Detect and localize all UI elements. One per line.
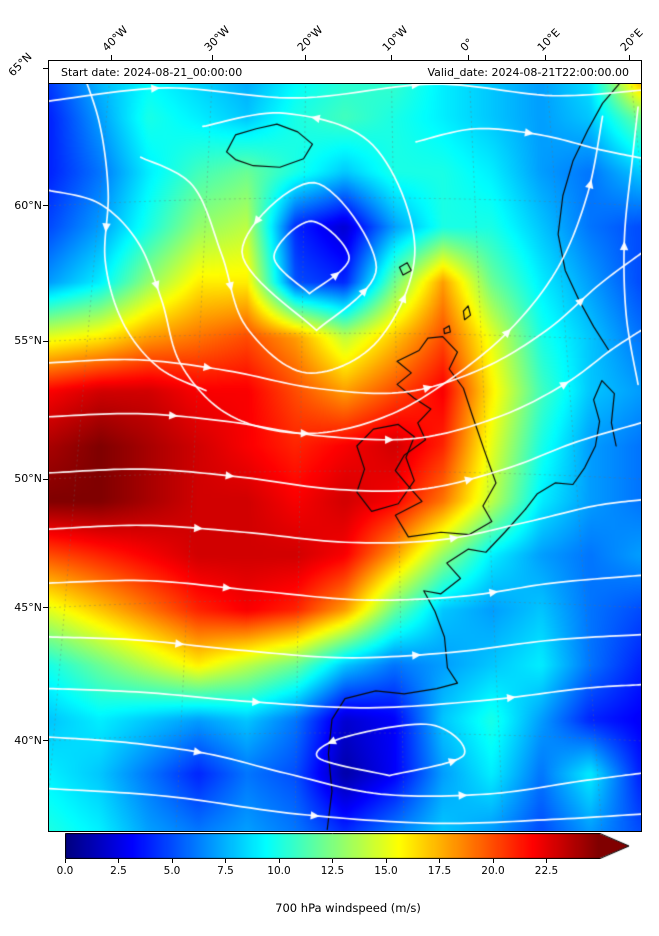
colorbar-tick — [171, 859, 173, 863]
map-header: Start date: 2024-08-21_00:00:00 Valid_da… — [49, 61, 641, 84]
top-axis-tick-label: 10°E — [534, 26, 563, 54]
colorbar-tick — [278, 859, 280, 863]
colorbar-tick — [546, 859, 547, 863]
top-axis-tick-label: 30°W — [201, 23, 233, 54]
colorbar-tick-label: 20.0 — [481, 865, 505, 877]
left-axis-tick — [43, 607, 48, 609]
top-axis-tick-label: 20°E — [617, 26, 646, 54]
left-axis-tick — [43, 740, 48, 742]
left-axis-tick — [43, 68, 48, 70]
left-axis-tick-label: 55°N — [14, 334, 42, 348]
left-axis-tick-label: 60°N — [14, 198, 42, 212]
left-axis-tick — [43, 340, 48, 342]
map-area: Start date: 2024-08-21_00:00:00 Valid_da… — [48, 60, 642, 832]
left-axis-tick — [43, 205, 48, 207]
colorbar-tick — [492, 859, 494, 863]
top-axis-tick-label: 40°W — [99, 23, 131, 54]
colorbar-tick-label: 10.0 — [267, 865, 291, 877]
top-axis-tick — [628, 55, 630, 60]
colorbar-tick-label: 0.0 — [56, 865, 74, 877]
top-axis-tick — [390, 55, 392, 60]
left-axis-tick-label: 45°N — [14, 600, 42, 614]
top-axis-tick-label: 0° — [457, 35, 476, 54]
colorbar-tick — [64, 859, 66, 863]
colorbar-tick-label: 12.5 — [320, 865, 345, 877]
colorbar-tick — [439, 859, 440, 863]
valid-date-label: Valid_date: 2024-08-21T22:00:00.00 — [427, 65, 629, 79]
colorbar-tick-label: 2.5 — [110, 865, 127, 877]
colorbar-tick — [385, 859, 387, 863]
left-axis-tick-label: 40°N — [14, 733, 42, 747]
colorbar-label: 700 hPa windspeed (m/s) — [275, 901, 421, 915]
top-axis-tick — [305, 55, 307, 60]
colorbar-tick-label: 17.5 — [427, 865, 452, 877]
colorbar-tick-label: 7.5 — [217, 865, 234, 877]
top-axis-tick — [212, 55, 214, 60]
colorbar-tick-label: 15.0 — [374, 865, 398, 877]
left-axis-tick — [43, 478, 48, 480]
colorbar-tick-label: 5.0 — [163, 865, 181, 877]
left-axis-tick-label: 50°N — [14, 472, 42, 486]
left-axis-tick-label: 65°N — [5, 49, 35, 79]
top-axis-tick — [545, 55, 547, 60]
colorbar-tick — [225, 859, 226, 863]
top-axis-tick — [468, 55, 470, 60]
top-axis-tick-label: 10°W — [379, 23, 411, 54]
top-axis-tick — [110, 55, 112, 60]
colorbar-tick — [118, 859, 119, 863]
colorbar — [65, 833, 631, 859]
top-axis-tick-label: 20°W — [294, 23, 326, 54]
colorbar-tick — [332, 859, 333, 863]
start-date-label: Start date: 2024-08-21_00:00:00 — [61, 65, 243, 79]
colorbar-tick-label: 22.5 — [534, 865, 559, 877]
windspeed-map-canvas — [49, 61, 641, 831]
